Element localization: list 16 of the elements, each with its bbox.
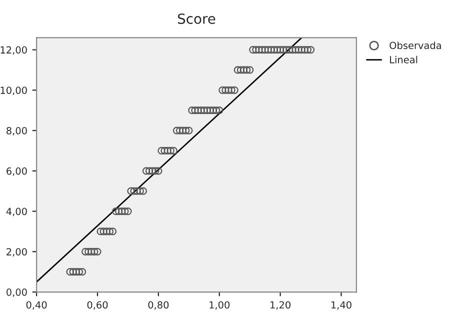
x-tick-label: 1,20 [270, 301, 290, 310]
x-tick-label: 0,60 [87, 301, 108, 310]
legend-label: Observada [390, 42, 441, 50]
y-tick-label: 8,00 [6, 127, 27, 136]
y-tick-label: 2,00 [6, 248, 27, 256]
x-tick-label: 1,00 [210, 301, 230, 310]
y-tick-label: 4,00 [6, 208, 27, 216]
x-tick-label: 1,40 [331, 301, 352, 310]
y-tick-label: 10,00 [0, 86, 27, 95]
y-tick-label: 6,00 [6, 167, 27, 176]
chart-title: Score [178, 13, 216, 24]
x-tick-label: 0,40 [26, 301, 47, 310]
x-tick-label: 0,80 [148, 301, 169, 310]
legend-label: Lineal [390, 56, 418, 64]
y-tick-label: 0,00 [6, 288, 27, 297]
y-tick-label: 12,00 [0, 46, 27, 55]
